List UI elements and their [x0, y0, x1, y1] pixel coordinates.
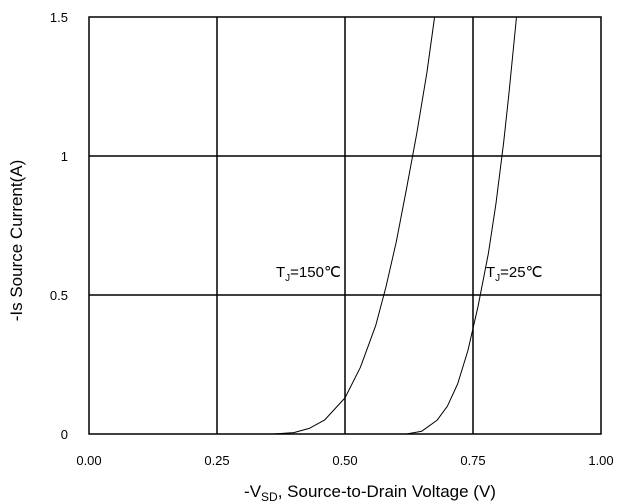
- grid: [89, 17, 601, 434]
- series-line-0: [217, 16, 436, 435]
- x-tick-label-1: 0.25: [204, 453, 229, 468]
- x-tick-label-0: 0.00: [76, 453, 101, 468]
- x-axis-label: -VSD, Source-to-Drain Voltage (V): [244, 482, 496, 504]
- x-tick-label-4: 1.00: [588, 453, 613, 468]
- y-tick-label-2: 1: [61, 149, 68, 164]
- y-axis-label: -Is Source Current(A): [7, 160, 26, 322]
- x-tick-labels: 0.00 0.25 0.50 0.75 1.00: [76, 453, 613, 468]
- series-label-1: TJ=25℃: [486, 264, 542, 284]
- y-tick-labels: 0 0.5 1 1.5: [50, 10, 68, 442]
- y-tick-label-0: 0: [61, 427, 68, 442]
- x-tick-label-3: 0.75: [460, 453, 485, 468]
- x-tick-label-2: 0.50: [332, 453, 357, 468]
- series-label-0: TJ=150℃: [276, 264, 341, 284]
- y-tick-label-1: 0.5: [50, 288, 68, 303]
- series-group: [217, 16, 517, 435]
- y-tick-label-3: 1.5: [50, 10, 68, 25]
- series-line-1: [406, 16, 517, 435]
- series-labels: TJ=150℃ TJ=25℃: [276, 264, 542, 284]
